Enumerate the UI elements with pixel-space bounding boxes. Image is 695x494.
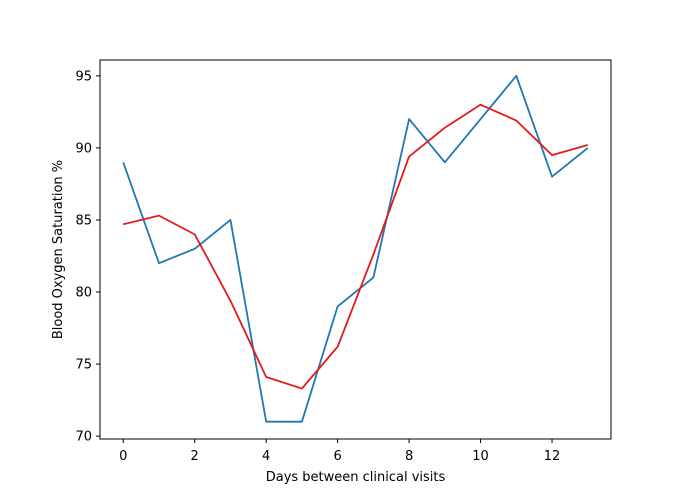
- plot-frame: [99, 59, 612, 440]
- y-tick-label: 75: [75, 358, 92, 373]
- y-tick-label: 85: [75, 213, 92, 228]
- x-axis-label: Days between clinical visits: [266, 470, 446, 485]
- series-line-1: [122, 74, 589, 423]
- y-axis: 70 75 80 85 90 95: [75, 69, 100, 445]
- x-tick-label: 10: [472, 449, 489, 464]
- x-axis: 0 2 4 6 8 10 12: [119, 439, 560, 464]
- x-tick-label: 0: [119, 449, 127, 464]
- series-layer: [122, 74, 589, 423]
- y-tick-label: 95: [75, 69, 92, 84]
- x-tick-label: 8: [405, 449, 413, 464]
- y-tick-label: 80: [75, 286, 92, 301]
- series-line-2: [123, 103, 589, 390]
- y-tick-label: 90: [75, 141, 92, 156]
- x-tick-label: 4: [262, 449, 270, 464]
- y-tick-label: 70: [75, 430, 92, 445]
- y-axis-label: Blood Oxygen Saturation %: [51, 160, 66, 339]
- x-tick-label: 2: [191, 449, 199, 464]
- x-tick-label: 6: [333, 449, 341, 464]
- x-tick-label: 12: [544, 449, 561, 464]
